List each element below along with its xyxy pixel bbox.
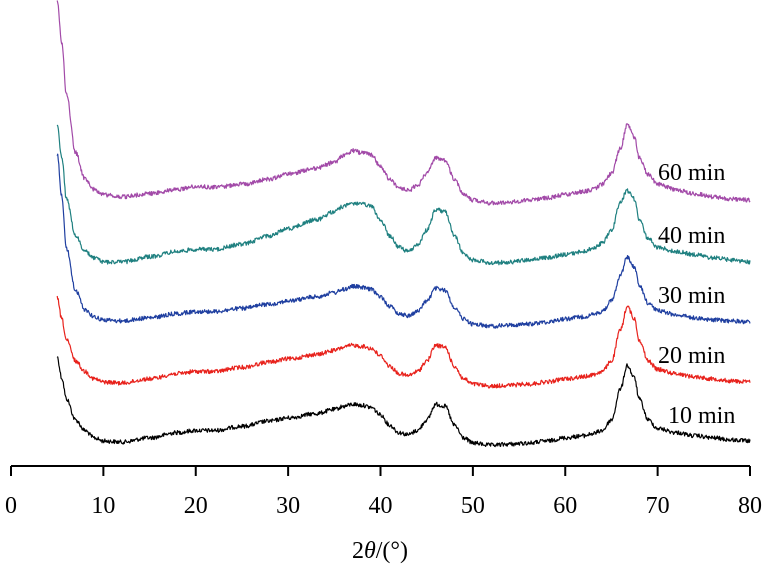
series-label-10-min: 10 min	[668, 403, 735, 429]
x-tick-label-40: 40	[369, 493, 393, 519]
x-tick-label-60: 60	[553, 493, 577, 519]
x-tick-label-20: 20	[184, 493, 208, 519]
x-tick-label-50: 50	[461, 493, 485, 519]
x-tick-label-70: 70	[646, 493, 670, 519]
x-tick-label-10: 10	[91, 493, 115, 519]
x-tick-label-30: 30	[276, 493, 300, 519]
series-label-40-min: 40 min	[658, 223, 725, 249]
series-label-60-min: 60 min	[658, 160, 725, 186]
series-line-20-min	[56, 295, 751, 389]
x-axis-ticks: 0 10 20 30 40 50 60 70 80	[5, 466, 762, 519]
series-line-10-min	[56, 356, 751, 448]
x-axis-title: 2θ/(°)	[352, 538, 408, 564]
x-tick-label-80: 80	[738, 493, 762, 519]
series-line-40-min	[56, 124, 751, 266]
series-labels: 10 min 20 min 30 min 40 min 60 min	[658, 160, 735, 429]
series-line-60-min	[56, 0, 751, 206]
series-line-30-min	[56, 153, 751, 329]
x-tick-label-0: 0	[5, 493, 17, 519]
series-label-20-min: 20 min	[658, 343, 725, 369]
series-label-30-min: 30 min	[658, 283, 725, 309]
series-curves	[56, 0, 751, 448]
